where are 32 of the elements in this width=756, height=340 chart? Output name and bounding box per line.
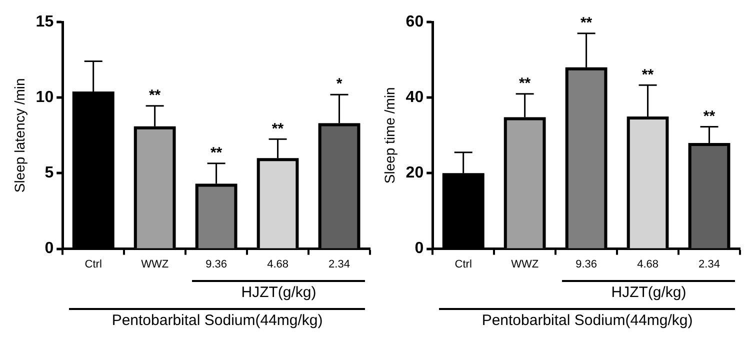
data-label: ** (210, 144, 222, 162)
x-tick-label: WWZ (511, 258, 539, 270)
data-label: ** (703, 108, 716, 125)
x-tick-label: 9.36 (206, 258, 228, 270)
data-label: * (336, 76, 342, 93)
x-tick-label: Ctrl (84, 258, 102, 270)
data-label: ** (148, 87, 161, 104)
y-tick-label: 5 (44, 164, 54, 182)
text: Pentobarbital Sodium(44mg/kg) (480, 312, 694, 329)
text: HJZT(g/kg) (240, 284, 318, 301)
text: HJZT(g/kg) (610, 284, 688, 301)
data-label: ** (518, 74, 531, 92)
x-tick-label: 4.68 (637, 258, 658, 270)
x-tick-label: Ctrl (454, 258, 472, 270)
x-tick-label: 4.68 (267, 258, 288, 270)
text: Pentobarbital Sodium(44mg/kg) (110, 312, 324, 329)
y-tick-label: 10 (36, 89, 54, 106)
y-tick-label: 0 (414, 240, 424, 258)
y-axis-title: Sleep latency /min (11, 78, 28, 193)
x-tick-label: 9.36 (576, 258, 598, 270)
y-tick-label: 60 (406, 13, 424, 30)
x-tick-label: WWZ (141, 258, 169, 270)
y-axis-title: Sleep time /min (381, 87, 398, 184)
data-label: ** (642, 66, 654, 84)
x-tick-label: 2.34 (328, 258, 350, 270)
y-tick-label: 20 (406, 164, 424, 182)
data-label: ** (272, 120, 284, 138)
y-tick-label: 15 (36, 13, 54, 30)
y-tick-label: 0 (44, 240, 54, 258)
data-label: ** (580, 14, 592, 32)
x-tick-label: 2.34 (698, 258, 720, 270)
y-tick-label: 40 (406, 89, 424, 106)
